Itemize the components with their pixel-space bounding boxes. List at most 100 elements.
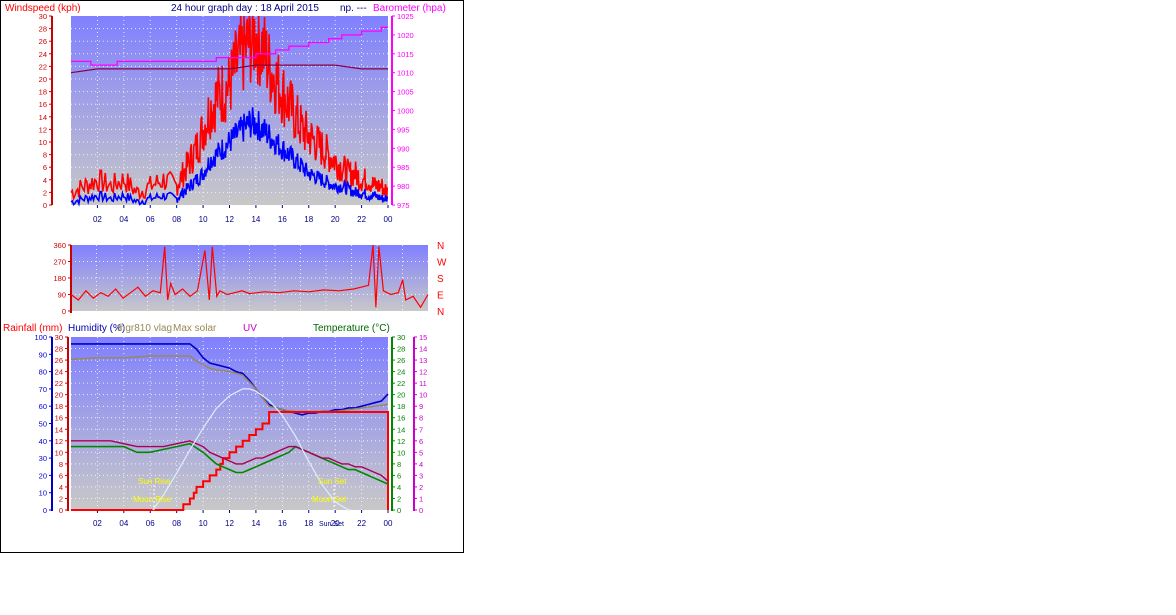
compass-label: W: [437, 258, 447, 269]
barometer-tick-label: 975: [397, 201, 410, 210]
humidity-tick-label: 20: [39, 471, 47, 480]
temperature-tick-label: 22: [397, 379, 405, 388]
uv-tick-label: 6: [419, 437, 423, 446]
uv-tick-label: 0: [419, 506, 423, 515]
humidity-tick-label: 0: [43, 506, 47, 515]
windspeed-tick-label: 14: [39, 113, 47, 122]
uv-axis-label: UV: [243, 323, 257, 334]
rainfall-tick-label: 30: [55, 333, 63, 342]
rainfall-tick-label: 22: [55, 379, 63, 388]
humidity-sensor-line: [70, 355, 389, 413]
x-tick-label: 18: [304, 215, 313, 224]
temperature-tick-label: 18: [397, 402, 405, 411]
wind-time-ticks: 02 04 06 08 10 12 14 16 18 20 22 00: [93, 205, 393, 224]
uv-tick-label: 9: [419, 402, 423, 411]
windspeed-tick-label: 22: [39, 62, 47, 71]
barometer-tick-label: 1025: [397, 12, 414, 21]
barometer-tick-label: 1005: [397, 88, 414, 97]
uv-tick-label: 15: [419, 333, 427, 342]
weather-graph: Windspeed (kph) 24 hour graph day : 18 A…: [3, 3, 447, 528]
barometer-tick-label: 995: [397, 125, 410, 134]
barometer-axis-label: Barometer (hpa): [373, 3, 446, 14]
x-tick-label: 08: [172, 215, 181, 224]
barometer-line: [71, 26, 388, 66]
direction-tick-label: 270: [53, 258, 66, 267]
barometer-tick-label: 1015: [397, 50, 414, 59]
barometer-tick-label: 985: [397, 163, 410, 172]
windspeed-tick-label: 26: [39, 37, 47, 46]
windspeed-tick-label: 10: [39, 138, 47, 147]
uv-tick-label: 13: [419, 356, 427, 365]
rainfall-tick-label: 20: [55, 391, 63, 400]
rainfall-tick-label: 14: [55, 425, 63, 434]
temperature-tick-label: 14: [397, 425, 405, 434]
x-tick-label: 18: [304, 519, 313, 528]
rainfall-tick-label: 10: [55, 448, 63, 457]
uv-tick-label: 8: [419, 414, 423, 423]
temperature-tick-label: 6: [397, 471, 401, 480]
temperature-tick-label: 12: [397, 437, 405, 446]
temperature-tick-label: 4: [397, 483, 401, 492]
rainfall-tick-label: 26: [55, 356, 63, 365]
wind-plot-area: [71, 16, 388, 205]
humidity-tick-label: 40: [39, 437, 47, 446]
moon-rise-label: Moon Rise: [133, 495, 172, 504]
graph-frame: Windspeed (kph) 24 hour graph day : 18 A…: [0, 0, 464, 553]
humidity-tick-label: 10: [39, 489, 47, 498]
rainfall-tick-label: 8: [59, 460, 63, 469]
moon-set-label: Moon Set: [312, 495, 347, 504]
direction-series: [70, 244, 429, 309]
sun-rise-label: Sun Rise: [138, 477, 171, 486]
windspeed-tick-label: 24: [39, 50, 47, 59]
wind-direction-line: [70, 244, 429, 309]
max-solar-line: [152, 388, 351, 511]
humidity-tick-label: 50: [39, 420, 47, 429]
graph-title: 24 hour graph day : 18 April 2015: [171, 3, 319, 14]
x-tick-label: 00: [384, 519, 393, 528]
barometer-tick-label: 1020: [397, 31, 414, 40]
barometer-tick-label: 1010: [397, 69, 414, 78]
graph-title-suffix: np. ---: [340, 3, 367, 14]
max-solar-label: Max solar: [173, 323, 217, 334]
x-tick-label: 20: [331, 519, 340, 528]
direction-ticks: 0 90 180 270 360: [53, 241, 71, 316]
humidity-tick-label: 70: [39, 385, 47, 394]
windspeed-tick-label: 30: [39, 12, 47, 21]
windspeed-tick-label: 4: [43, 176, 47, 185]
uv-tick-label: 11: [419, 379, 427, 388]
temperature-line: [71, 442, 389, 485]
rainfall-tick-label: 12: [55, 437, 63, 446]
x-tick-label: 20: [331, 215, 340, 224]
temperature-tick-label: 2: [397, 494, 401, 503]
x-tick-label: 08: [172, 519, 181, 528]
rainfall-tick-label: 16: [55, 414, 63, 423]
humidity-tick-label: 100: [34, 333, 47, 342]
x-tick-label: 10: [199, 519, 208, 528]
windspeed-tick-label: 28: [39, 25, 47, 34]
temperature-tick-label: 16: [397, 414, 405, 423]
x-tick-label: 10: [199, 215, 208, 224]
uv-tick-label: 14: [419, 345, 427, 354]
barometer-tick-label: 1000: [397, 107, 414, 116]
barometer-tick-label: 980: [397, 182, 410, 191]
windspeed-tick-label: 2: [43, 188, 47, 197]
rainfall-tick-label: 18: [55, 402, 63, 411]
x-tick-label: 16: [278, 215, 287, 224]
compass-label: E: [437, 291, 444, 302]
humidity-tick-label: 30: [39, 454, 47, 463]
temperature-tick-label: 8: [397, 460, 401, 469]
wind-gust-line: [70, 15, 389, 202]
windspeed-tick-label: 6: [43, 163, 47, 172]
rainfall-tick-label: 28: [55, 345, 63, 354]
dewpoint-line: [71, 440, 389, 482]
x-tick-label: 22: [357, 519, 366, 528]
wind-average-line: [70, 107, 389, 207]
rainfall-tick-label: 0: [59, 506, 63, 515]
direction-tick-label: 180: [53, 274, 66, 283]
humidity-tick-label: 90: [39, 350, 47, 359]
uv-tick-label: 3: [419, 471, 423, 480]
barometer-tick-label: 990: [397, 144, 410, 153]
